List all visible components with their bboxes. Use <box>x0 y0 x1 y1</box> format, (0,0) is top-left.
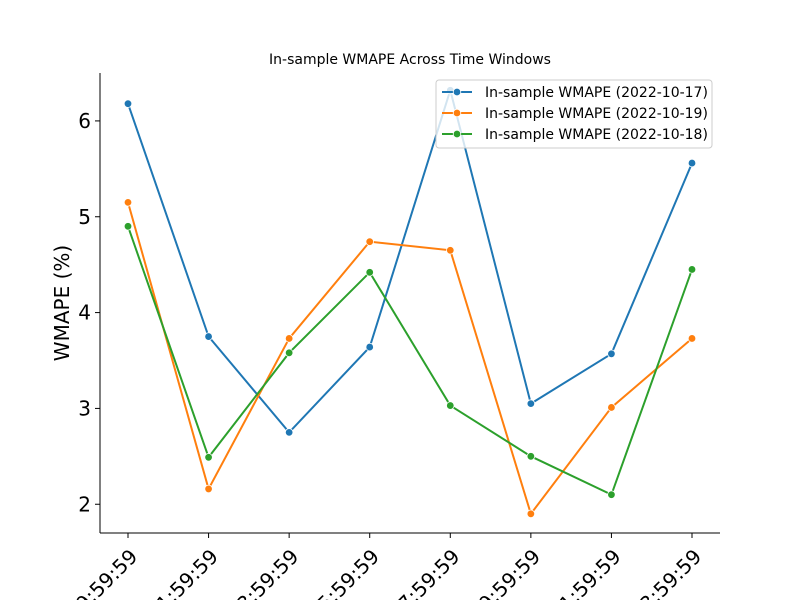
legend-label: In-sample WMAPE (2022-10-17) <box>485 85 708 101</box>
data-point <box>687 158 697 168</box>
data-point <box>123 198 133 207</box>
data-point <box>284 428 294 437</box>
data-point <box>607 403 616 412</box>
legend-label: In-sample WMAPE (2022-10-18) <box>485 127 708 143</box>
data-point <box>687 334 697 343</box>
data-point <box>526 452 536 461</box>
data-point <box>123 222 133 231</box>
y-tick-label: 2 <box>78 492 91 516</box>
data-point <box>204 332 213 341</box>
series-layer <box>123 86 697 519</box>
x-tick-label: 11:59:59 <box>142 544 222 600</box>
data-point <box>687 265 697 274</box>
data-point <box>284 348 294 358</box>
series-line <box>127 202 693 516</box>
data-point <box>446 401 455 410</box>
data-point <box>284 334 294 343</box>
series-1 <box>123 198 697 519</box>
legend-frame <box>435 79 713 149</box>
x-tick-label: 23:59:59 <box>626 544 706 600</box>
data-point <box>607 349 616 358</box>
y-tick-label: 4 <box>78 301 91 325</box>
data-point <box>204 484 213 494</box>
legend-label: In-sample WMAPE (2022-10-19) <box>485 106 708 122</box>
legend-marker <box>452 108 462 118</box>
legend-marker <box>452 87 462 97</box>
x-tick-label: 19:59:59 <box>465 544 545 600</box>
legend-item: In-sample WMAPE (2022-10-17) <box>442 85 708 101</box>
x-tick-label: 17:59:59 <box>384 544 464 600</box>
legend-item: In-sample WMAPE (2022-10-18) <box>442 127 708 143</box>
data-point <box>446 246 455 255</box>
y-tick-label: 6 <box>78 109 91 133</box>
x-tick-label: 13:59:59 <box>223 544 303 600</box>
data-point <box>204 453 213 462</box>
series-line <box>127 86 693 434</box>
x-tick-label: 09:59:59 <box>62 544 142 600</box>
y-tick-label: 5 <box>78 205 91 229</box>
data-point <box>123 99 133 108</box>
data-point <box>607 490 616 499</box>
data-point <box>365 268 374 277</box>
data-point <box>365 237 374 246</box>
data-point <box>365 342 374 352</box>
y-ticks: 2 3 4 5 6 <box>78 109 100 516</box>
series-line <box>127 226 693 497</box>
x-ticks: 09:59:59 11:59:59 13:59:59 15:59:59 17:59:59… <box>62 533 706 604</box>
x-tick-label: 15:59:59 <box>304 544 384 600</box>
legend-item: In-sample WMAPE (2022-10-19) <box>442 106 708 122</box>
legend-marker <box>452 129 462 139</box>
y-axis-label: WMAPE (%) <box>50 245 74 361</box>
chart-title: In-sample WMAPE Across Time Windows <box>269 52 551 68</box>
series-2 <box>123 222 697 499</box>
y-tick-label: 3 <box>78 396 91 420</box>
legend: In-sample WMAPE (2022-10-17) In-sample WM… <box>435 79 713 149</box>
data-point <box>526 399 536 408</box>
x-tick-label: 21:59:59 <box>545 544 625 600</box>
data-point <box>526 509 536 519</box>
